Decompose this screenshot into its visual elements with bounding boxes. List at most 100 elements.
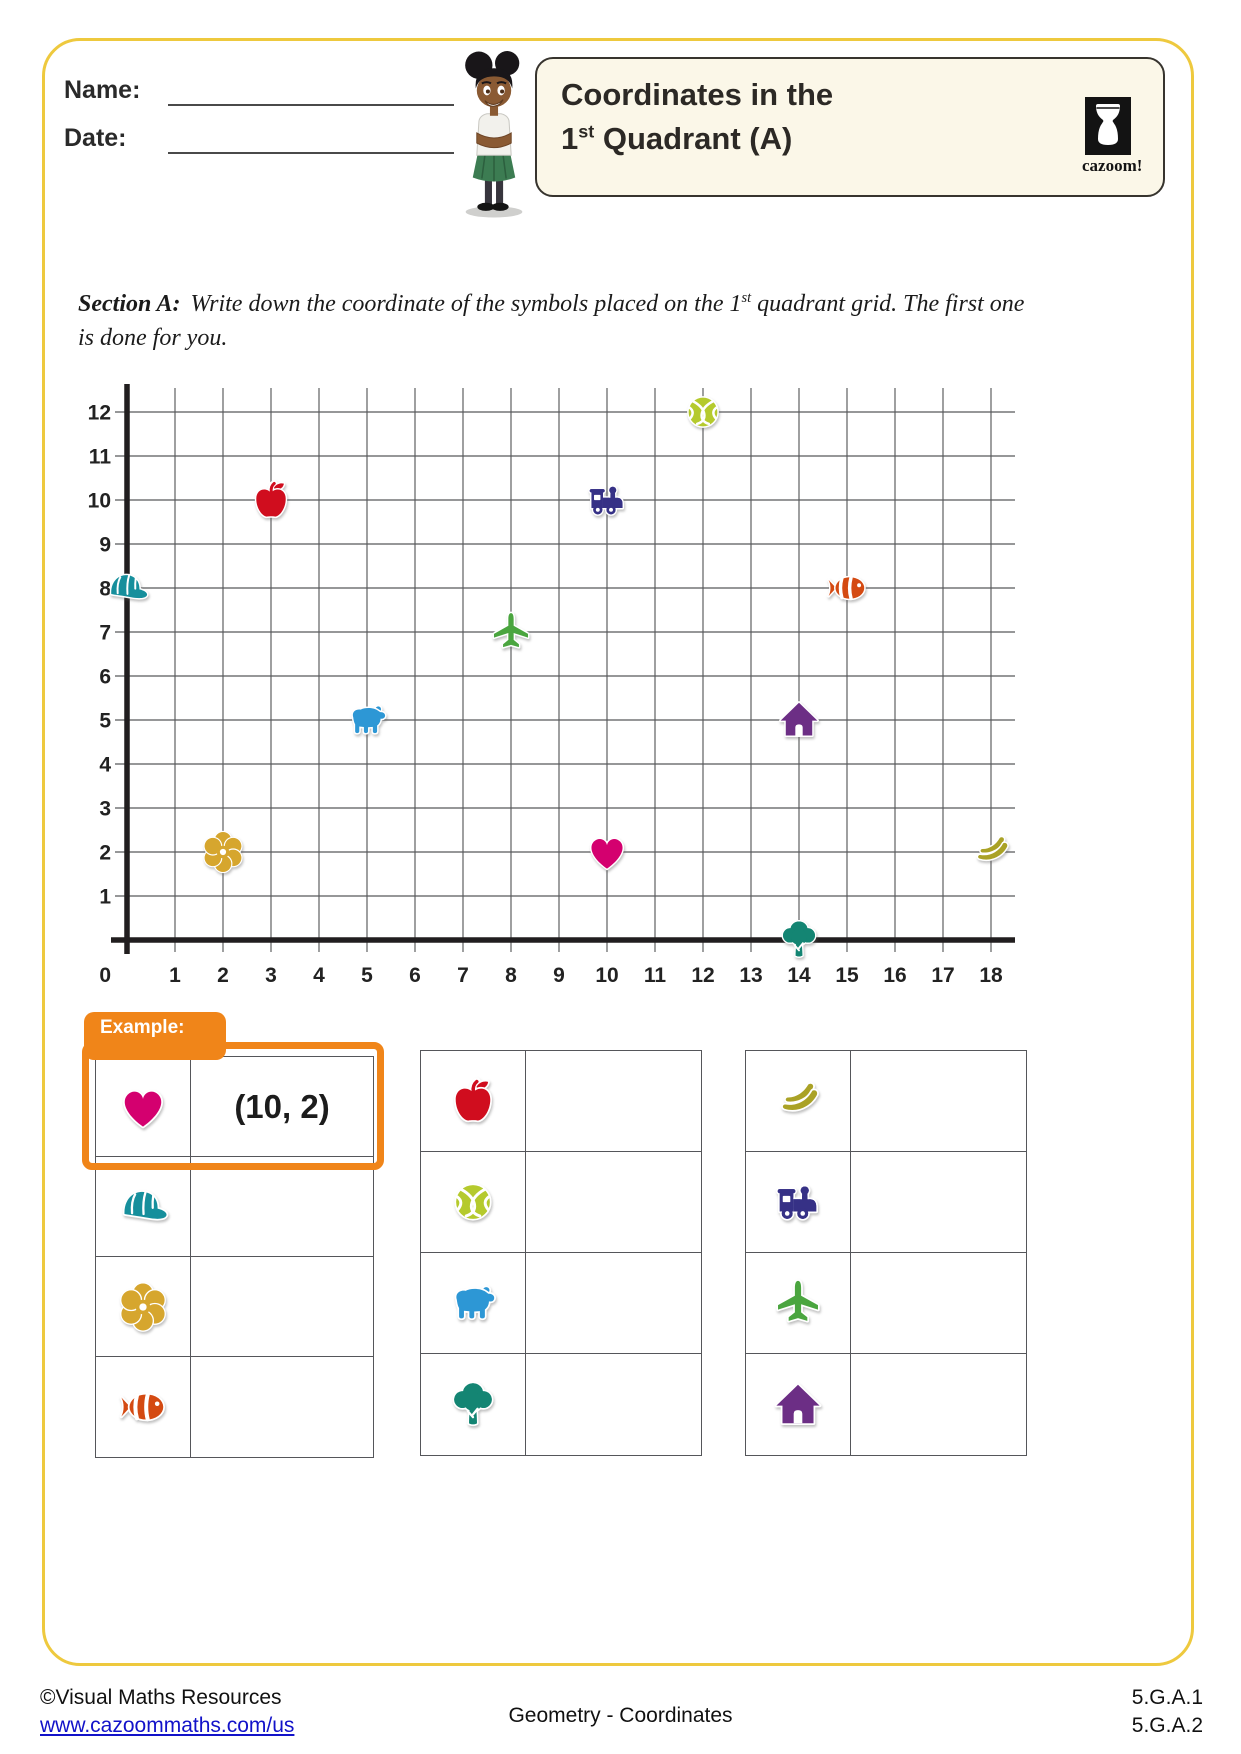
y-axis-label: 6 xyxy=(99,666,111,689)
y-axis-label: 12 xyxy=(88,402,111,425)
x-axis-label: 10 xyxy=(595,964,618,987)
flower-symbol xyxy=(203,830,243,874)
symbol-cell xyxy=(746,1051,851,1152)
footer-topic: Geometry - Coordinates xyxy=(508,1704,733,1727)
example-answer: (10, 2) xyxy=(234,1087,330,1125)
worksheet-title: Coordinates in the 1st Quadrant (A) xyxy=(561,73,833,162)
answer-cell[interactable] xyxy=(851,1253,1026,1354)
footer-left: ©Visual Maths Resources www.cazoommaths.… xyxy=(40,1684,294,1741)
y-axis-label: 5 xyxy=(99,710,111,733)
x-axis-label: 16 xyxy=(883,964,906,987)
x-axis-label: 2 xyxy=(217,964,229,987)
title-line1: Coordinates in the xyxy=(561,77,834,112)
cap-icon xyxy=(122,1189,169,1221)
symbol-cell xyxy=(96,1257,191,1357)
section-a-instructions: Section A: Write down the coordinate of t… xyxy=(78,290,1025,352)
date-input-line[interactable] xyxy=(168,152,454,154)
y-axis-label: 1 xyxy=(99,886,111,909)
drum-icon xyxy=(1085,97,1131,155)
answer-cell[interactable] xyxy=(526,1253,701,1354)
tree-symbol xyxy=(781,919,817,958)
banana-symbol xyxy=(976,835,1009,862)
cazoom-logo: cazoom! xyxy=(1082,97,1143,176)
house-symbol xyxy=(779,701,819,738)
symbol-cell xyxy=(421,1152,526,1253)
airplane-icon xyxy=(776,1279,820,1323)
answer-cell[interactable] xyxy=(526,1051,701,1152)
title-box: Coordinates in the 1st Quadrant (A) cazo… xyxy=(535,57,1165,197)
answer-cell[interactable] xyxy=(851,1354,1026,1455)
x-axis-label: 9 xyxy=(553,964,565,987)
answer-table-1: (10, 2) xyxy=(95,1056,374,1458)
answer-cell[interactable] xyxy=(191,1157,373,1257)
house-icon xyxy=(774,1382,822,1425)
answer-cell[interactable] xyxy=(851,1152,1026,1253)
answer-cell[interactable] xyxy=(526,1354,701,1455)
flower-icon xyxy=(120,1281,166,1332)
student-illustration xyxy=(465,51,523,218)
symbol-cell xyxy=(421,1354,526,1455)
answer-cell[interactable] xyxy=(191,1257,373,1357)
symbol-cell xyxy=(746,1354,851,1455)
x-axis-label: 8 xyxy=(505,964,517,987)
x-axis-label: 4 xyxy=(313,964,325,987)
y-axis-label: 2 xyxy=(99,842,111,865)
symbol-cell xyxy=(746,1152,851,1253)
y-axis-label: 7 xyxy=(99,622,111,645)
name-input-line[interactable] xyxy=(168,104,454,106)
bear-icon xyxy=(454,1285,496,1321)
y-axis-label: 3 xyxy=(99,798,111,821)
standard-code-2: 5.G.A.2 xyxy=(1131,1714,1203,1738)
website-link[interactable]: www.cazoommaths.com/us xyxy=(40,1714,295,1738)
apple-symbol xyxy=(256,483,285,516)
x-axis-label: 5 xyxy=(361,964,373,987)
banana-icon xyxy=(781,1081,819,1112)
x-axis-label: 7 xyxy=(457,964,469,987)
date-label: Date: xyxy=(64,124,127,152)
train-symbol xyxy=(588,485,625,516)
x-axis-label: 6 xyxy=(409,964,421,987)
x-axis-label: 14 xyxy=(787,964,811,987)
answer-cell[interactable] xyxy=(851,1051,1026,1152)
answer-table-3 xyxy=(745,1050,1027,1456)
x-axis-label: 12 xyxy=(691,964,714,987)
symbol-cell xyxy=(96,1057,191,1157)
origin-label: 0 xyxy=(99,964,111,987)
heart-icon xyxy=(123,1089,163,1128)
airplane-symbol xyxy=(492,611,530,649)
heart-symbol xyxy=(589,837,625,871)
y-axis-label: 11 xyxy=(89,446,112,469)
page-border xyxy=(42,38,1194,1666)
answer-cell[interactable] xyxy=(526,1152,701,1253)
bear-symbol xyxy=(351,704,387,735)
y-axis-label: 10 xyxy=(88,490,111,513)
answer-cell[interactable] xyxy=(191,1357,373,1457)
symbol-cell xyxy=(96,1357,191,1457)
x-axis-label: 18 xyxy=(979,964,1003,987)
x-axis-label: 13 xyxy=(739,964,762,987)
x-axis-label: 1 xyxy=(169,964,181,987)
y-axis-label: 9 xyxy=(99,534,111,557)
symbol-cell xyxy=(746,1253,851,1354)
apple-icon xyxy=(446,1074,500,1128)
fish-icon xyxy=(116,1380,170,1434)
basketball-symbol xyxy=(687,396,719,428)
answer-cell[interactable]: (10, 2) xyxy=(191,1057,373,1157)
y-axis-label: 8 xyxy=(99,578,111,601)
basketball-icon xyxy=(454,1183,492,1221)
x-axis-label: 17 xyxy=(931,964,954,987)
fish-symbol xyxy=(826,575,866,601)
x-axis-label: 15 xyxy=(835,964,859,987)
train-icon xyxy=(775,1184,818,1221)
symbol-cell xyxy=(421,1253,526,1354)
section-a-label: Section A: xyxy=(78,291,181,317)
answer-table-2 xyxy=(420,1050,702,1456)
symbol-cell xyxy=(421,1051,526,1152)
tree-icon xyxy=(452,1381,494,1426)
symbol-cell xyxy=(96,1157,191,1257)
x-axis-label: 11 xyxy=(644,964,667,987)
example-tab: Example: xyxy=(84,1012,226,1060)
brand-name: cazoom! xyxy=(1082,156,1143,175)
